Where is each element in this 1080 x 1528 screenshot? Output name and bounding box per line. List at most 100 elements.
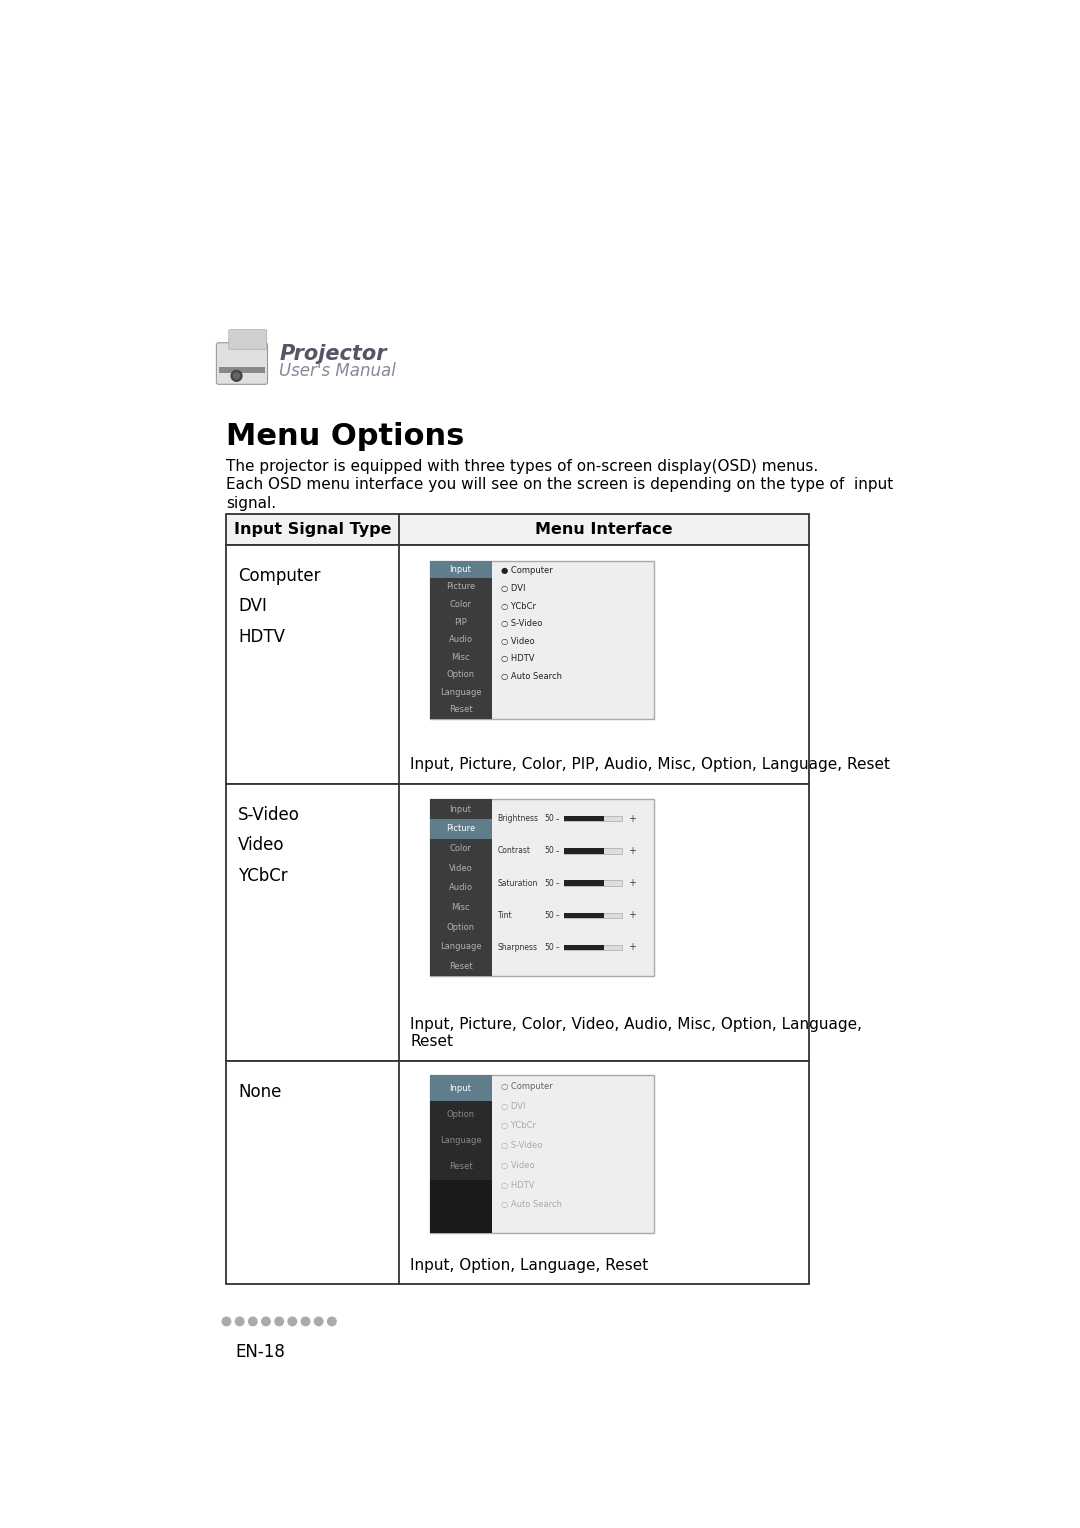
Text: ○ DVI: ○ DVI — [501, 584, 525, 593]
Circle shape — [261, 1317, 270, 1326]
Text: +: + — [627, 943, 636, 952]
Bar — [430, 631, 491, 648]
Text: Projector: Projector — [279, 344, 387, 364]
Bar — [564, 848, 605, 854]
Bar — [430, 1076, 491, 1102]
Bar — [430, 613, 491, 631]
Text: Tint: Tint — [498, 911, 512, 920]
Text: Language: Language — [440, 943, 482, 952]
Text: Picture: Picture — [446, 825, 475, 833]
Bar — [564, 944, 622, 950]
Text: Sharpness: Sharpness — [498, 943, 538, 952]
Text: 50: 50 — [544, 847, 554, 856]
Circle shape — [235, 1317, 244, 1326]
Text: +: + — [627, 911, 636, 920]
Bar — [227, 515, 809, 545]
Text: Input, Picture, Color, PIP, Audio, Misc, Option, Language, Reset: Input, Picture, Color, PIP, Audio, Misc,… — [410, 756, 890, 772]
Text: None: None — [238, 1083, 282, 1100]
Text: ○ Video: ○ Video — [501, 637, 535, 646]
Text: -: - — [556, 943, 559, 952]
Text: Menu Interface: Menu Interface — [535, 523, 673, 538]
Text: Video: Video — [448, 863, 472, 872]
Circle shape — [288, 1317, 297, 1326]
Text: ○ Auto Search: ○ Auto Search — [501, 1201, 562, 1209]
Bar — [430, 799, 654, 976]
Text: User's Manual: User's Manual — [279, 362, 396, 380]
Bar — [430, 1128, 491, 1154]
Text: Reset: Reset — [448, 1163, 472, 1170]
Bar — [430, 561, 654, 718]
Circle shape — [231, 370, 242, 382]
Text: ○ YCbCr: ○ YCbCr — [501, 602, 536, 611]
Bar — [430, 578, 491, 596]
Text: Option: Option — [446, 1109, 474, 1118]
Text: Contrast: Contrast — [498, 847, 530, 856]
Text: Input: Input — [449, 805, 472, 814]
Text: ○ DVI: ○ DVI — [501, 1102, 525, 1111]
Bar — [564, 816, 605, 822]
Circle shape — [222, 1317, 231, 1326]
Text: Computer
DVI
HDTV: Computer DVI HDTV — [238, 567, 321, 646]
Bar — [430, 859, 491, 879]
Text: Option: Option — [446, 923, 474, 932]
Text: ○ Video: ○ Video — [501, 1161, 535, 1170]
Bar — [430, 701, 491, 718]
Text: Audio: Audio — [448, 636, 473, 645]
Bar — [430, 666, 491, 683]
Text: Input Signal Type: Input Signal Type — [233, 523, 391, 538]
Bar — [430, 1180, 491, 1233]
Text: Misc: Misc — [451, 903, 470, 912]
Text: Language: Language — [440, 688, 482, 697]
Bar — [430, 898, 491, 917]
Bar — [430, 917, 491, 937]
Text: ○ S-Video: ○ S-Video — [501, 619, 542, 628]
Text: ○ Computer: ○ Computer — [501, 1082, 553, 1091]
FancyBboxPatch shape — [229, 330, 267, 350]
Text: signal.: signal. — [227, 497, 276, 510]
Text: Color: Color — [449, 843, 472, 853]
Text: Saturation: Saturation — [498, 879, 538, 888]
Bar — [218, 367, 266, 373]
Bar — [564, 880, 622, 886]
Text: +: + — [627, 847, 636, 856]
Bar — [430, 1076, 491, 1233]
Text: Audio: Audio — [448, 883, 473, 892]
Text: -: - — [556, 911, 559, 920]
Text: Each OSD menu interface you will see on the screen is depending on the type of  : Each OSD menu interface you will see on … — [227, 477, 894, 492]
Bar — [430, 879, 491, 898]
Bar — [227, 545, 809, 784]
Bar — [430, 799, 491, 819]
Text: -: - — [556, 879, 559, 888]
Bar — [430, 957, 491, 976]
Text: EN-18: EN-18 — [235, 1343, 285, 1361]
FancyBboxPatch shape — [216, 342, 268, 385]
Bar — [430, 1076, 654, 1233]
Text: Language: Language — [440, 1135, 482, 1144]
Bar — [430, 937, 491, 957]
Text: Misc: Misc — [451, 652, 470, 662]
Text: Input: Input — [449, 565, 472, 575]
Bar — [564, 848, 622, 854]
Circle shape — [301, 1317, 310, 1326]
Bar — [430, 561, 491, 578]
Bar — [564, 880, 605, 886]
Text: Brightness: Brightness — [498, 814, 539, 824]
Bar — [564, 816, 622, 822]
Bar — [227, 1060, 809, 1285]
Bar — [430, 648, 491, 666]
Text: ○ S-Video: ○ S-Video — [501, 1141, 542, 1151]
Text: ○ HDTV: ○ HDTV — [501, 654, 535, 663]
Bar — [564, 944, 605, 950]
Bar — [430, 596, 491, 613]
Bar — [430, 1102, 491, 1128]
Text: Reset: Reset — [448, 706, 472, 714]
Text: +: + — [627, 814, 636, 824]
Text: ○ YCbCr: ○ YCbCr — [501, 1122, 536, 1131]
Text: Reset: Reset — [448, 963, 472, 972]
Bar — [430, 561, 491, 718]
Bar — [430, 799, 491, 976]
Text: Option: Option — [446, 671, 474, 678]
Text: PIP: PIP — [454, 617, 467, 626]
Text: 50: 50 — [544, 814, 554, 824]
Circle shape — [314, 1317, 323, 1326]
